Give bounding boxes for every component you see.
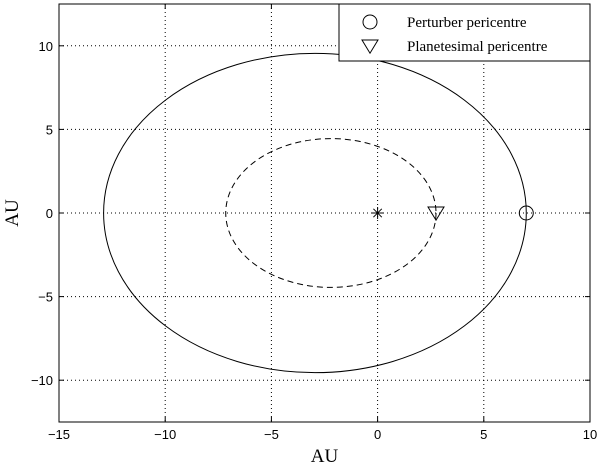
legend-items: Perturber pericentre Planetesimal pericen… [361, 14, 548, 55]
y-tick-label: 10 [39, 39, 53, 54]
grid-lines [59, 4, 590, 422]
y-tick-label: −5 [38, 290, 53, 305]
x-tick-label: 5 [480, 427, 487, 442]
legend-label: Perturber pericentre [407, 15, 527, 31]
plot-frame [58, 3, 591, 423]
legend-symbol-circle [362, 14, 378, 30]
legend: Perturber pericentre Planetesimal pericen… [338, 3, 591, 62]
x-tick-label: −5 [264, 427, 279, 442]
y-tick-label: 0 [46, 206, 53, 221]
x-tick-label: 0 [374, 427, 381, 442]
x-tick-label: −10 [154, 427, 176, 442]
perturber-pericentre-marker [518, 205, 534, 221]
x-tick-label: −15 [48, 427, 70, 442]
legend-symbol-triangle-down [361, 39, 379, 55]
planetesimal-orbit [225, 138, 437, 288]
planetesimal-pericentre-marker [427, 206, 445, 222]
orbit-series [103, 52, 527, 374]
perturber-orbit [103, 52, 527, 374]
x-tick-label: 10 [583, 427, 597, 442]
markers [371, 205, 534, 222]
y-tick-label: 5 [46, 122, 53, 137]
y-tick-label: −10 [31, 373, 53, 388]
y-axis-label: AU [2, 199, 23, 227]
star-marker [371, 207, 384, 219]
x-axis-label: AU [311, 446, 339, 465]
axis-ticks: −15 −10 −5 0 5 10 −10 −5 0 5 10 [31, 4, 597, 442]
legend-label: Planetesimal pericentre [407, 39, 548, 55]
legend-box [338, 3, 591, 62]
